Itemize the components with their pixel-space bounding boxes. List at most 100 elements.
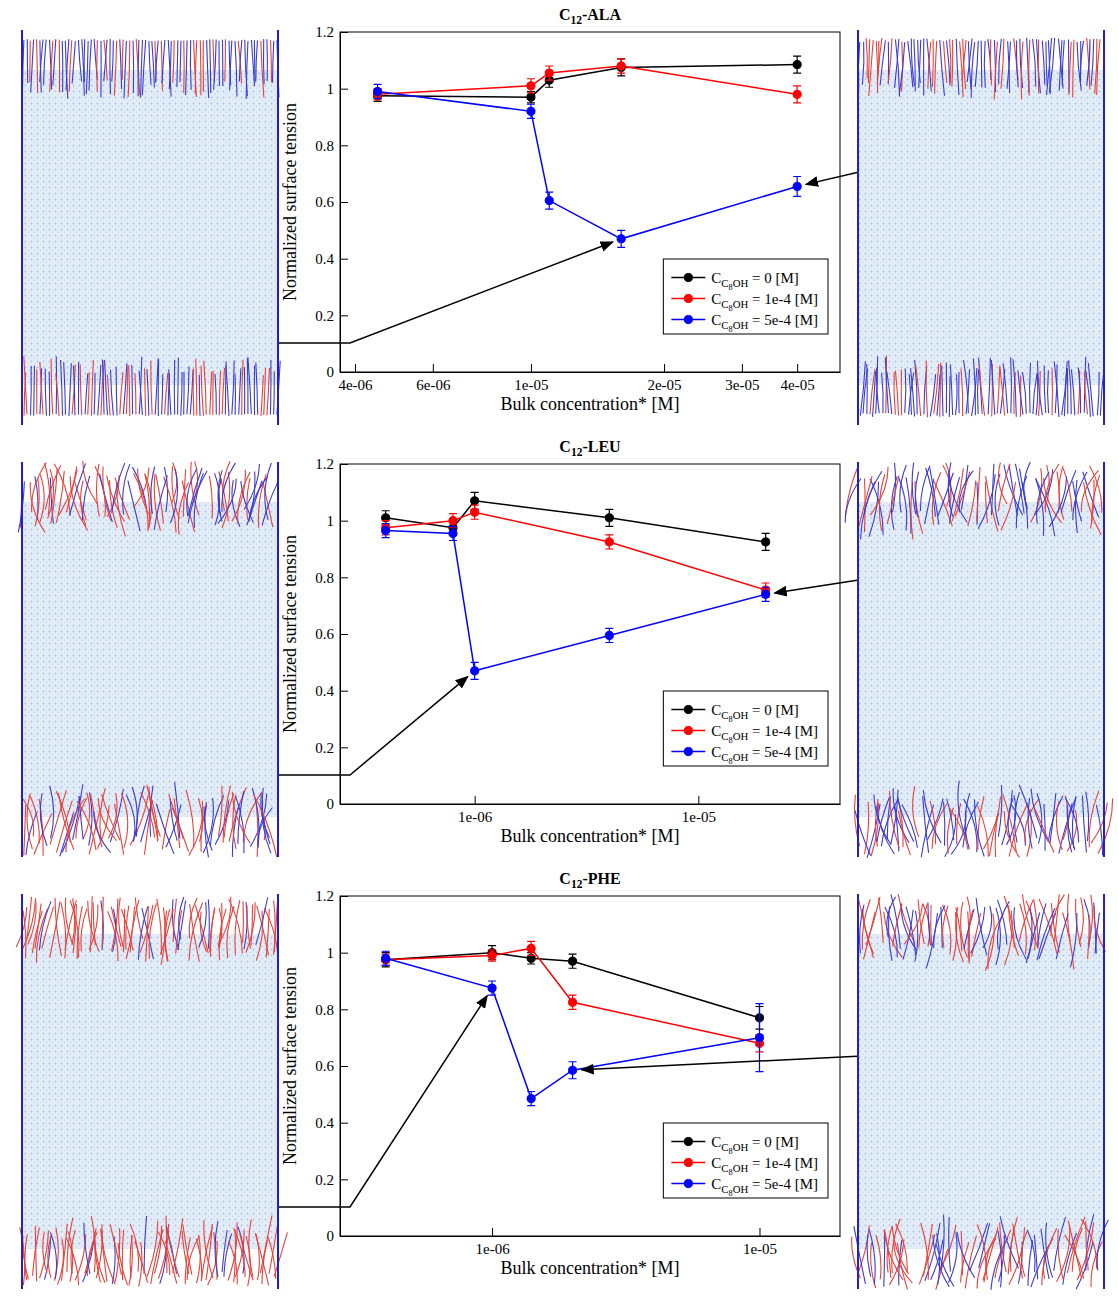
snapshot-molecule xyxy=(224,1234,232,1277)
snapshot-molecule xyxy=(995,814,998,857)
snapshot-molecule xyxy=(239,40,241,81)
snapshot-molecule xyxy=(199,375,201,416)
chart-title: C12-LEU xyxy=(559,438,621,458)
snapshot-molecule xyxy=(124,41,126,98)
snapshot-molecule xyxy=(269,1227,277,1274)
snapshot-molecule xyxy=(85,373,88,414)
snapshot-molecule xyxy=(963,39,966,89)
snapshot-molecule xyxy=(207,40,209,98)
legend-label: CC8OH = 0 [M] xyxy=(711,1134,799,1156)
x-tick-label: 4e-05 xyxy=(781,377,815,393)
snapshot-molecule xyxy=(1073,40,1074,98)
snapshot-molecule xyxy=(884,912,903,958)
data-point xyxy=(793,61,801,69)
snapshot-molecule xyxy=(193,369,195,416)
snapshot-molecule xyxy=(89,40,91,91)
snapshot-molecule xyxy=(240,1234,253,1280)
snapshot-molecule xyxy=(42,907,54,949)
snapshot-molecule xyxy=(938,473,954,516)
snapshot-molecule xyxy=(1034,1235,1037,1279)
snapshot-molecule xyxy=(1001,482,1016,530)
snapshot-molecule xyxy=(1078,367,1080,413)
snapshot-molecule xyxy=(930,468,939,525)
snapshot-water xyxy=(22,502,278,817)
snapshot-molecule xyxy=(880,40,885,85)
data-point xyxy=(449,529,457,537)
snapshot-molecule xyxy=(242,901,244,943)
x-tick-label: 1e-05 xyxy=(743,1241,777,1257)
snapshot-molecule xyxy=(65,900,76,950)
snapshot-molecule xyxy=(927,39,931,92)
snapshot-molecule xyxy=(50,41,53,92)
snapshot-molecule xyxy=(200,912,206,952)
x-tick-mark xyxy=(742,364,743,372)
error-bar xyxy=(605,509,613,526)
series-line xyxy=(386,958,760,1098)
snapshot-molecule xyxy=(30,366,32,416)
y-tick: 0.6 xyxy=(315,626,348,642)
x-tick-label: 1e-06 xyxy=(475,1241,510,1257)
snapshot-molecule xyxy=(239,368,241,414)
snapshot-molecule xyxy=(251,905,253,946)
snapshot-molecule xyxy=(906,477,911,534)
series-line xyxy=(378,66,798,94)
snapshot-molecule xyxy=(195,40,196,94)
snapshot-molecule xyxy=(943,906,948,948)
snapshot-molecule xyxy=(1069,360,1072,414)
snapshot-molecule xyxy=(952,468,963,521)
snapshot-molecule xyxy=(895,39,899,88)
snapshot-box xyxy=(1103,894,1105,1289)
snapshot-molecule xyxy=(1050,793,1056,843)
x-tick-label: 6e-06 xyxy=(416,377,451,393)
snapshot-molecule xyxy=(956,374,958,415)
snapshot-box xyxy=(21,894,23,1289)
snapshot-molecule xyxy=(1071,913,1077,967)
snapshot-molecule xyxy=(208,900,210,949)
snapshot-molecule xyxy=(45,463,50,514)
snapshot-molecule xyxy=(926,361,927,418)
snapshot-molecule xyxy=(263,39,265,84)
snapshot-molecule xyxy=(986,1235,996,1280)
plot-data xyxy=(382,492,770,679)
data-point xyxy=(569,957,577,965)
snapshot-molecule xyxy=(1013,359,1016,417)
snapshot-molecule xyxy=(181,372,182,416)
snapshot-molecule xyxy=(82,39,84,95)
snapshot-molecule xyxy=(926,913,937,969)
snapshot-molecule xyxy=(888,38,892,83)
legend: CC8OH = 0 [M]CC8OH = 1e-4 [M]CC8OH = 5e-… xyxy=(663,691,828,766)
snapshot-molecule xyxy=(37,39,38,93)
snapshot-molecule xyxy=(68,1232,72,1282)
snapshot-molecule xyxy=(1087,39,1090,85)
error-bar xyxy=(449,526,457,540)
legend-box xyxy=(663,259,828,334)
snapshot-molecule xyxy=(219,909,226,960)
snapshot-molecule xyxy=(935,41,937,94)
snapshot-molecule xyxy=(1013,1224,1023,1279)
snapshot-molecule xyxy=(156,41,159,83)
snapshot-molecule xyxy=(930,374,935,416)
snapshot-molecule xyxy=(82,476,89,520)
snapshot-molecule xyxy=(149,903,156,958)
snapshot-molecule xyxy=(249,1219,253,1276)
snapshot-molecule xyxy=(116,366,118,415)
snapshot-molecule xyxy=(179,41,181,82)
y-tick-mark xyxy=(340,577,348,578)
snapshot-molecule xyxy=(110,1225,121,1275)
snapshot-molecule xyxy=(1081,470,1098,511)
y-tick-label: 0.8 xyxy=(315,570,334,586)
error-bar xyxy=(471,662,479,679)
y-tick: 0.6 xyxy=(315,1058,348,1074)
x-axis-line xyxy=(341,1236,841,1237)
snapshot-molecule xyxy=(973,358,975,415)
snapshot-molecule xyxy=(911,368,915,416)
y-tick-mark xyxy=(340,1066,348,1067)
snapshot-molecule xyxy=(1042,1228,1057,1285)
snapshot-molecule xyxy=(174,360,175,415)
snapshot-water xyxy=(858,934,1104,1249)
snapshot-molecule xyxy=(227,906,234,958)
snapshot-molecule xyxy=(173,40,174,82)
snapshot-molecule xyxy=(39,901,51,950)
x-axis: 4e-066e-061e-052e-053e-054e-05 xyxy=(338,364,840,393)
snapshot-molecule xyxy=(222,40,223,86)
